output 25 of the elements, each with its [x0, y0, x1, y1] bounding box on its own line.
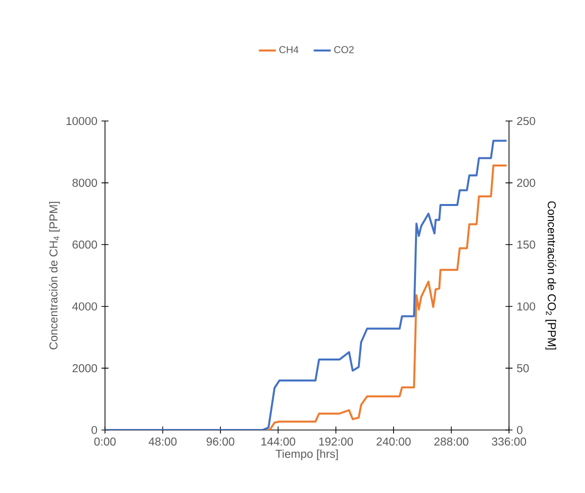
y-tick-label: 8000 [72, 178, 98, 187]
y-tick-label: 6000 [72, 240, 98, 249]
y-tick-label: 0 [92, 426, 98, 434]
x-tick-label: 240:00 [376, 438, 411, 446]
legend-label: CO2 [334, 46, 354, 54]
y-tick-label: 10000 [66, 116, 98, 126]
x-tick-label: 144:00 [262, 438, 296, 446]
y2-tick-label: 100 [517, 302, 536, 310]
y2-tick-label: 250 [517, 116, 536, 126]
x-tick-label: 0:00 [94, 438, 116, 446]
y2-tick-label: 0 [516, 426, 522, 434]
x-axis-title: Tiempo [hrs] [276, 449, 338, 460]
x-tick-label: 48:00 [148, 438, 177, 446]
y2-axis-title: Concentración de CO$_{2}$ [PPM] [545, 201, 556, 350]
y2-tick-label: 50 [516, 364, 529, 372]
legend-label: CH4 [279, 46, 298, 54]
y-axis-title: Concentración de CH$_{4}$ [PPM] [48, 202, 60, 350]
x-tick-label: 288:00 [434, 438, 468, 446]
y2-tick-label: 200 [517, 178, 536, 187]
y2-tick-label: 150 [517, 240, 536, 249]
x-tick-label: 336:00 [492, 438, 526, 446]
x-tick-label: 96:00 [206, 438, 234, 446]
y-tick-label: 4000 [72, 302, 98, 310]
x-tick-label: 192:00 [319, 438, 353, 446]
y-tick-label: 2000 [72, 364, 98, 372]
